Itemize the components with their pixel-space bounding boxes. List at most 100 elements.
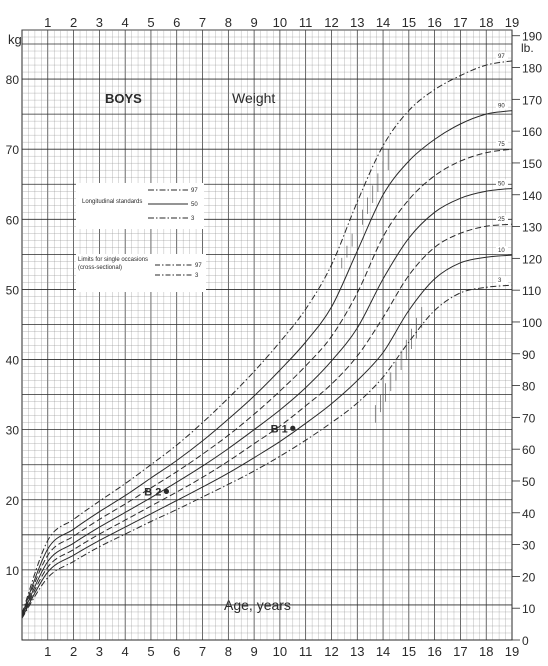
percentile-label-3: 3 <box>498 278 502 284</box>
kg-tick-label: 80 <box>6 73 20 87</box>
x-tick-label-bottom: 9 <box>250 644 257 659</box>
annotation-point <box>290 425 296 431</box>
legend-cross-sectional-wrap: Limits for single occasions (cross-secti… <box>78 257 149 271</box>
legend-line-3-label: 3 <box>191 216 195 222</box>
lb-tick-label: 120 <box>522 252 542 266</box>
x-tick-label-bottom: 3 <box>96 644 103 659</box>
kg-tick-label: 10 <box>6 564 20 578</box>
percentile-curve-75 <box>21 148 513 616</box>
percentile-label-50: 50 <box>498 181 505 187</box>
kg-unit-label: kg <box>8 32 22 47</box>
x-tick-label-top: 2 <box>70 15 77 30</box>
x-tick-label-top: 9 <box>250 15 257 30</box>
lb-tick-label: 30 <box>522 539 536 553</box>
x-tick-label-bottom: 6 <box>173 644 180 659</box>
lb-tick-label: 170 <box>522 93 542 107</box>
annotation-label: B 1 <box>271 423 288 435</box>
percentile-label-bg <box>496 215 508 224</box>
x-tick-label-top: 7 <box>199 15 206 30</box>
lb-tick-label: 150 <box>522 157 542 171</box>
lb-tick-label: 100 <box>522 316 542 330</box>
annotation-label: B 2 <box>144 486 161 498</box>
x-tick-label-bottom: 19 <box>505 644 519 659</box>
percentile-label-bg <box>496 276 508 285</box>
lb-tick-label: 130 <box>522 221 542 235</box>
legend-box-longitudinal <box>76 183 204 229</box>
percentile-label-90: 90 <box>498 104 505 110</box>
percentile-label-bg <box>496 140 508 149</box>
legend-longitudinal-label: Longitudinal standards <box>82 199 142 205</box>
lb-tick-label: 80 <box>522 380 536 394</box>
kg-tick-label: 20 <box>6 494 20 508</box>
x-tick-label-bottom: 5 <box>147 644 154 659</box>
x-axis-label: Age, years <box>224 597 291 613</box>
x-tick-label-top: 4 <box>122 15 129 30</box>
x-tick-label-top: 6 <box>173 15 180 30</box>
lb-tick-label: 10 <box>522 602 536 616</box>
x-tick-label-top: 5 <box>147 15 154 30</box>
x-tick-label-bottom: 7 <box>199 644 206 659</box>
lb-tick-label: 140 <box>522 189 542 203</box>
percentile-label-10: 10 <box>498 248 505 254</box>
x-tick-label-top: 16 <box>427 15 441 30</box>
legend-box-cross-sectional <box>76 254 206 292</box>
x-tick-label-bottom: 14 <box>376 644 390 659</box>
x-tick-label-bottom: 18 <box>479 644 493 659</box>
x-tick-label-top: 12 <box>324 15 338 30</box>
lb-tick-label: 0 <box>522 634 529 648</box>
x-tick-label-top: 11 <box>299 15 313 30</box>
cross-sectional-bands <box>341 149 423 423</box>
x-tick-label-bottom: 1 <box>44 644 51 659</box>
percentile-label-bg <box>496 179 508 188</box>
legend-cs-line-3-label: 3 <box>195 273 199 279</box>
kg-tick-label: 70 <box>6 143 20 157</box>
kg-tick-label: 30 <box>6 424 20 438</box>
lb-tick-label: 110 <box>522 284 541 298</box>
x-tick-label-top: 3 <box>96 15 103 30</box>
legend-line-97-label: 97 <box>191 188 198 194</box>
x-tick-label-bottom: 17 <box>453 644 467 659</box>
x-tick-label-top: 14 <box>376 15 390 30</box>
percentile-label-bg <box>496 51 508 60</box>
percentile-curve-97 <box>21 60 513 614</box>
percentile-label-97: 97 <box>498 54 505 60</box>
x-tick-label-top: 18 <box>479 15 493 30</box>
x-tick-label-bottom: 2 <box>70 644 77 659</box>
legend-line-50-label: 50 <box>191 202 198 208</box>
lb-tick-label: 40 <box>522 507 536 521</box>
percentile-label-75: 75 <box>498 142 505 148</box>
x-tick-label-top: 13 <box>350 15 364 30</box>
x-tick-label-top: 15 <box>402 15 416 30</box>
percentile-label-bg <box>496 101 508 110</box>
lb-tick-label: 60 <box>522 443 536 457</box>
percentile-curve-25 <box>21 223 513 618</box>
x-tick-label-bottom: 16 <box>427 644 441 659</box>
x-tick-label-bottom: 4 <box>122 644 129 659</box>
lb-tick-label: 20 <box>522 570 536 584</box>
x-tick-label-bottom: 15 <box>402 644 416 659</box>
kg-tick-label: 50 <box>6 283 20 297</box>
percentile-curve-10 <box>21 254 513 618</box>
legend-cross-sectional-label: Limits for single occasions (cross-secti… <box>78 257 149 271</box>
percentile-label-bg <box>496 246 508 255</box>
legend-cs-line-97-label: 97 <box>195 263 202 269</box>
axes: 1122334455667788991010111112121313141415… <box>6 15 543 659</box>
percentile-curve-3 <box>21 284 513 619</box>
x-tick-label-bottom: 10 <box>273 644 287 659</box>
x-tick-label-top: 19 <box>505 15 519 30</box>
lb-tick-label: 160 <box>522 125 542 139</box>
annotation-point <box>163 488 170 494</box>
lb-tick-label: 90 <box>522 348 536 362</box>
x-tick-label-bottom: 8 <box>225 644 232 659</box>
lb-tick-label: 190 <box>522 30 542 44</box>
x-tick-label-bottom: 11 <box>299 644 313 659</box>
percentile-curve-90 <box>21 110 513 615</box>
x-tick-label-bottom: 12 <box>324 644 338 659</box>
x-tick-label-bottom: 13 <box>350 644 364 659</box>
lb-tick-label: 70 <box>522 411 536 425</box>
percentile-curve-50 <box>21 188 513 617</box>
annotations: B 1 B 2 <box>144 423 296 498</box>
lb-tick-label: 180 <box>522 62 542 76</box>
x-tick-label-top: 17 <box>453 15 467 30</box>
